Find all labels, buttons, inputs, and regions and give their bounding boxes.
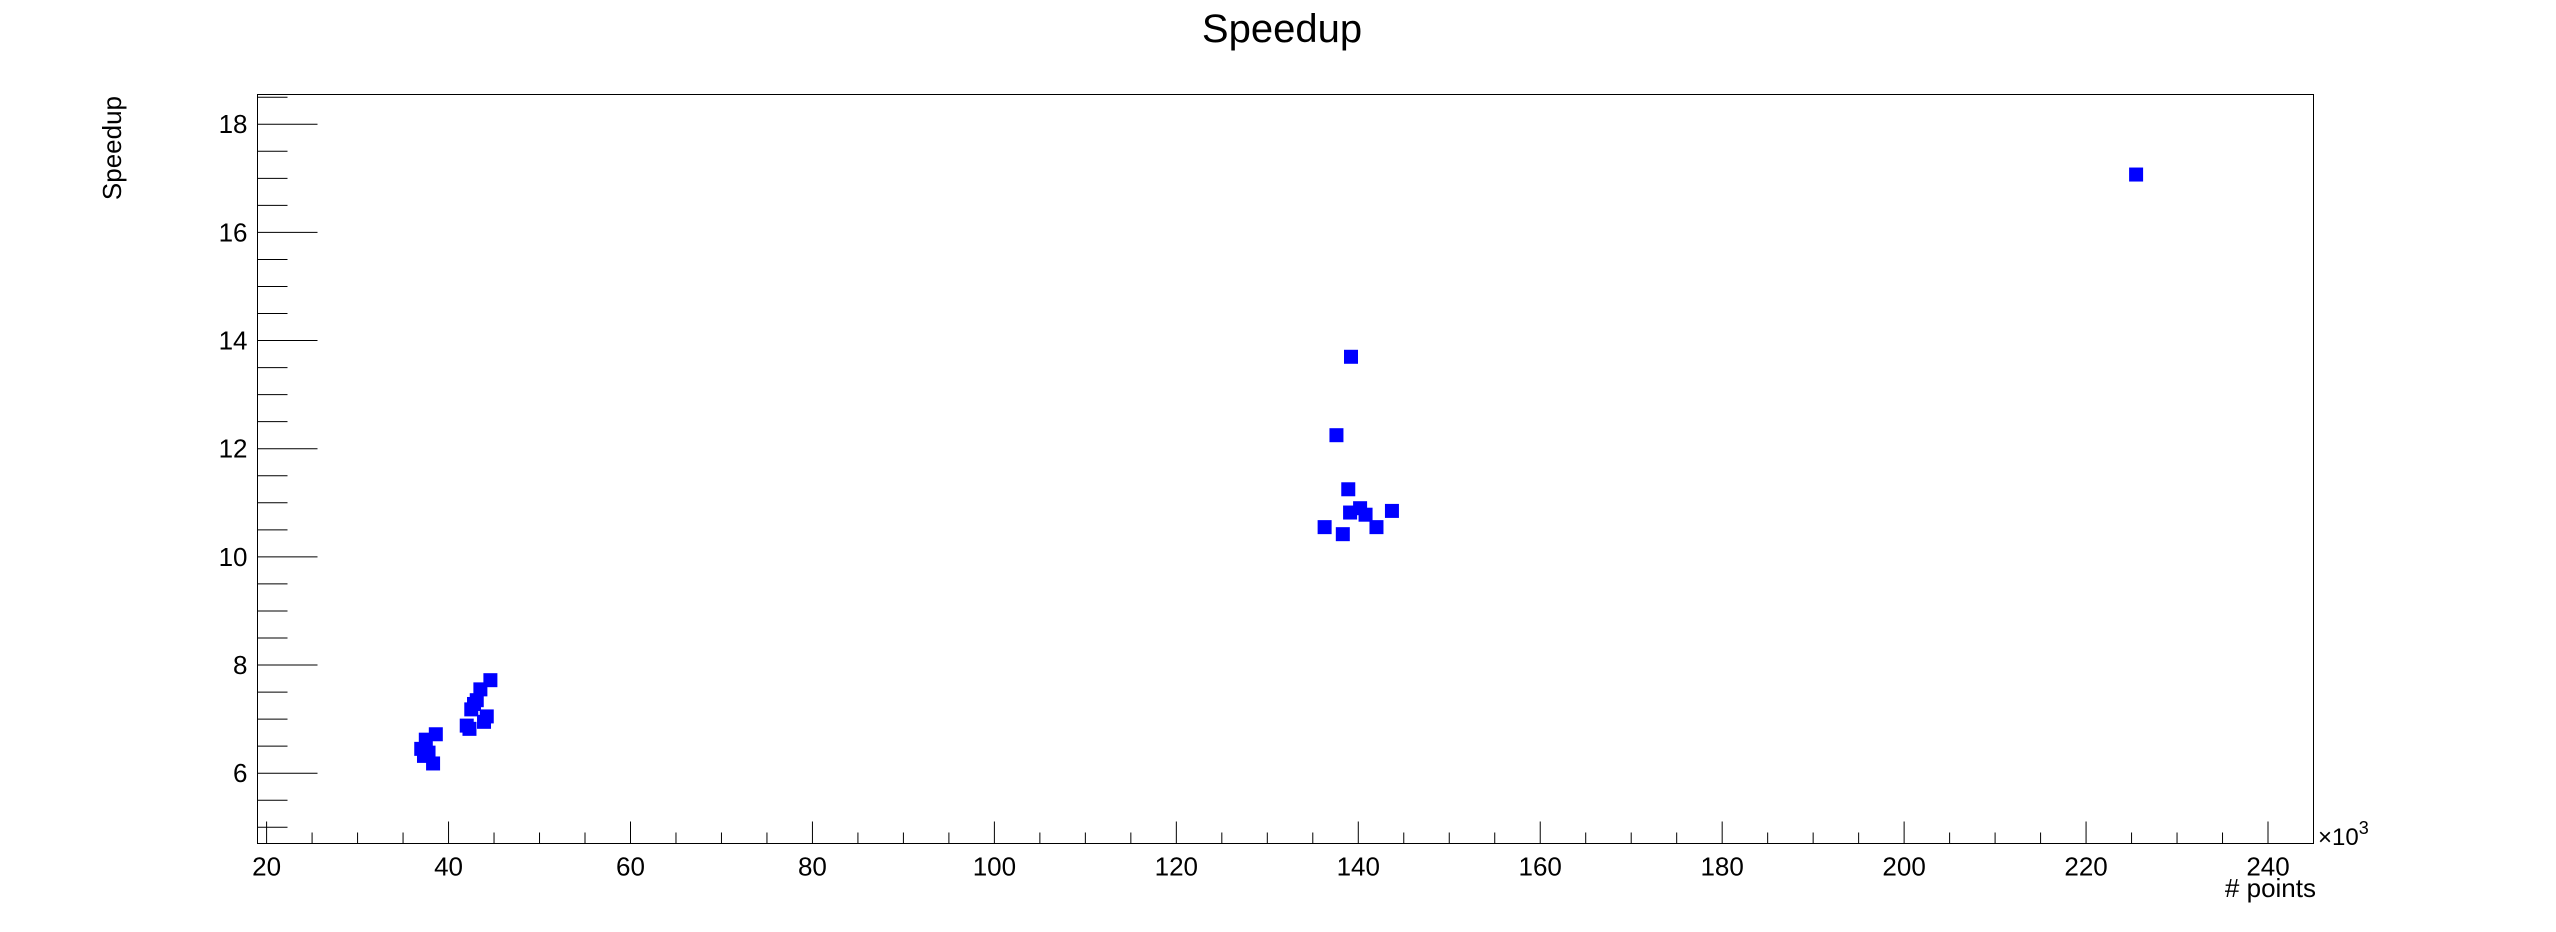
x-tick-label: 220 bbox=[2064, 852, 2107, 882]
y-tick-label: 18 bbox=[219, 109, 248, 139]
x-tick-label: 100 bbox=[973, 852, 1016, 882]
x-tick-label: 140 bbox=[1337, 852, 1380, 882]
data-point bbox=[1317, 520, 1332, 535]
y-tick-label: 8 bbox=[233, 650, 247, 680]
data-point bbox=[428, 727, 443, 742]
x-tick-label: 40 bbox=[434, 852, 463, 882]
data-point bbox=[1384, 503, 1399, 518]
y-axis: 6 8 10 12 14 16 18 bbox=[219, 96, 318, 828]
y-axis-label: Speedup bbox=[97, 96, 127, 200]
y-tick-label: 12 bbox=[219, 434, 248, 464]
data-point bbox=[1358, 507, 1373, 522]
data-points bbox=[414, 167, 2144, 771]
data-point bbox=[1335, 527, 1350, 542]
plot-frame bbox=[257, 94, 2314, 844]
x-tick-label: 160 bbox=[1519, 852, 1562, 882]
data-point bbox=[421, 745, 436, 760]
chart-title: Speedup bbox=[1202, 7, 1362, 51]
x-tick-label: 200 bbox=[1882, 852, 1925, 882]
x-axis-multiplier: ×103 bbox=[2318, 818, 2369, 851]
data-point bbox=[2129, 167, 2144, 182]
data-point bbox=[1344, 349, 1359, 364]
x-axis: 20 40 60 80 100 120 140 160 180 200 220 240 bbox=[252, 821, 2314, 882]
data-point bbox=[1329, 428, 1344, 443]
y-tick-label: 10 bbox=[219, 542, 248, 572]
data-point bbox=[1341, 482, 1356, 497]
data-point bbox=[1369, 520, 1384, 535]
x-tick-label: 20 bbox=[252, 852, 281, 882]
data-point bbox=[469, 693, 484, 708]
x-tick-label: 240 bbox=[2246, 852, 2289, 882]
y-tick-label: 14 bbox=[219, 326, 248, 356]
data-point bbox=[479, 709, 494, 724]
data-point bbox=[483, 673, 498, 688]
y-tick-label: 6 bbox=[233, 758, 247, 788]
data-point bbox=[426, 756, 441, 771]
x-tick-label: 120 bbox=[1155, 852, 1198, 882]
x-tick-label: 80 bbox=[798, 852, 827, 882]
y-tick-label: 16 bbox=[219, 217, 248, 247]
data-point bbox=[462, 721, 477, 736]
x-axis-label: # points bbox=[2225, 873, 2316, 903]
x-tick-label: 180 bbox=[1700, 852, 1743, 882]
x-tick-label: 60 bbox=[616, 852, 645, 882]
